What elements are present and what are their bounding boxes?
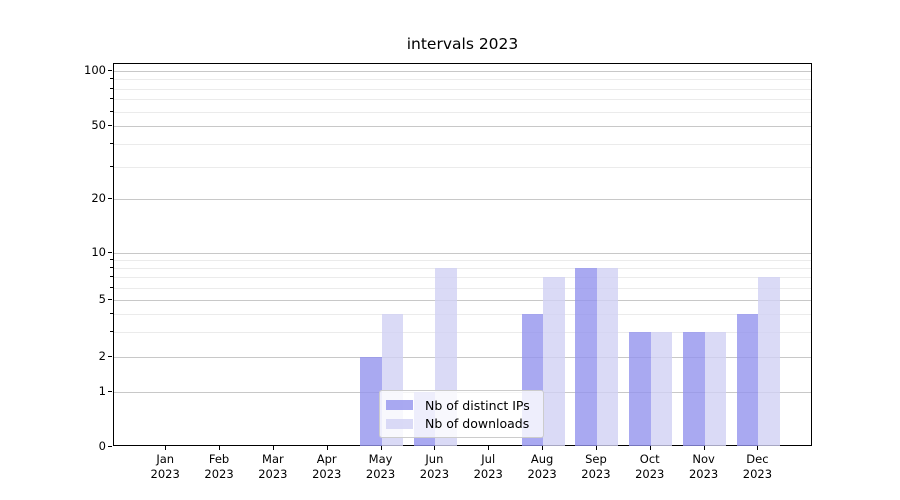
x-tick-label: Jan 2023 xyxy=(150,452,180,481)
bar-distinct-ips xyxy=(683,331,705,446)
y-minor-tick xyxy=(110,330,113,332)
minor-gridline xyxy=(114,166,811,168)
y-minor-tick xyxy=(110,78,113,80)
y-tick xyxy=(108,445,112,447)
x-tick-label: May 2023 xyxy=(365,452,396,481)
x-tick-label: Oct 2023 xyxy=(635,452,665,481)
y-tick xyxy=(108,356,112,357)
x-tick-label: Feb 2023 xyxy=(204,452,234,481)
x-tick xyxy=(272,446,274,450)
minor-gridline xyxy=(114,79,811,81)
y-tick-label: 1 xyxy=(98,383,106,398)
x-tick xyxy=(380,446,382,450)
bar-distinct-ips xyxy=(575,268,597,446)
y-minor-tick xyxy=(110,142,113,144)
y-tick xyxy=(108,390,112,392)
x-tick xyxy=(488,446,490,450)
minor-gridline xyxy=(114,88,811,90)
chart-title: intervals 2023 xyxy=(406,35,519,53)
y-minor-tick xyxy=(110,276,113,278)
legend-item-distinct-ips: Nb of distinct IPs xyxy=(386,396,535,414)
major-gridline xyxy=(114,357,811,358)
bar-downloads xyxy=(596,268,619,446)
y-minor-tick xyxy=(110,286,113,288)
legend-label-downloads: Nb of downloads xyxy=(425,416,530,432)
bar-downloads xyxy=(650,331,673,446)
y-tick-label: 2 xyxy=(98,349,106,363)
bar-distinct-ips xyxy=(360,357,382,446)
y-minor-tick xyxy=(110,267,113,269)
x-tick xyxy=(326,446,328,450)
x-tick-label: Mar 2023 xyxy=(258,452,288,481)
y-tick-label: 5 xyxy=(98,292,106,306)
y-tick xyxy=(108,70,112,71)
plot-area: Nb of distinct IPs Nb of downloads xyxy=(113,63,812,446)
x-tick-label: Nov 2023 xyxy=(688,452,719,481)
y-minor-tick xyxy=(110,259,113,261)
major-gridline xyxy=(114,71,811,72)
x-tick xyxy=(703,446,705,450)
major-gridline xyxy=(114,126,811,127)
minor-gridline xyxy=(114,268,811,270)
x-tick xyxy=(649,446,651,450)
minor-gridline xyxy=(114,287,811,289)
legend: Nb of distinct IPs Nb of downloads xyxy=(379,390,544,438)
x-tick xyxy=(165,446,167,450)
major-gridline xyxy=(114,253,811,254)
legend-label-distinct-ips: Nb of distinct IPs xyxy=(425,397,530,413)
x-tick xyxy=(542,446,544,450)
y-tick-label: 100 xyxy=(84,63,106,77)
y-tick-label: 50 xyxy=(91,118,106,132)
major-gridline xyxy=(114,199,811,200)
y-tick xyxy=(108,299,112,300)
minor-gridline xyxy=(114,260,811,262)
bar-distinct-ips xyxy=(736,313,759,446)
y-tick-label: 10 xyxy=(91,245,106,259)
x-tick-label: Aug 2023 xyxy=(527,452,557,481)
minor-gridline xyxy=(114,331,811,333)
y-minor-tick xyxy=(110,312,113,314)
y-tick xyxy=(108,125,112,126)
minor-gridline xyxy=(114,99,811,101)
legend-swatch-distinct-ips xyxy=(386,400,413,411)
x-tick-label: Dec 2023 xyxy=(742,452,773,481)
major-gridline xyxy=(114,300,811,301)
x-tick xyxy=(434,446,436,450)
minor-gridline xyxy=(114,143,811,145)
minor-gridline xyxy=(114,313,811,315)
bar-distinct-ips xyxy=(629,331,651,446)
x-tick-label: Apr 2023 xyxy=(312,452,342,481)
y-tick xyxy=(108,198,112,199)
y-tick-label: 0 xyxy=(98,438,106,453)
y-minor-tick xyxy=(110,98,113,100)
legend-item-downloads: Nb of downloads xyxy=(386,415,535,433)
y-minor-tick xyxy=(110,165,113,167)
x-tick-label: Sep 2023 xyxy=(581,452,611,481)
legend-swatch-downloads xyxy=(386,418,413,429)
x-tick xyxy=(595,446,597,450)
y-minor-tick xyxy=(110,87,113,89)
x-tick-label: Jul 2023 xyxy=(473,452,503,481)
y-minor-tick xyxy=(110,110,113,112)
x-tick-label: Jun 2023 xyxy=(419,452,450,481)
minor-gridline xyxy=(114,277,811,279)
x-tick xyxy=(219,446,221,450)
y-tick-label: 20 xyxy=(91,191,106,205)
bar-downloads xyxy=(704,331,727,446)
minor-gridline xyxy=(114,111,811,113)
y-tick xyxy=(108,252,112,253)
bar-downloads xyxy=(543,277,565,446)
bar-downloads xyxy=(758,277,780,446)
x-tick xyxy=(757,446,759,450)
